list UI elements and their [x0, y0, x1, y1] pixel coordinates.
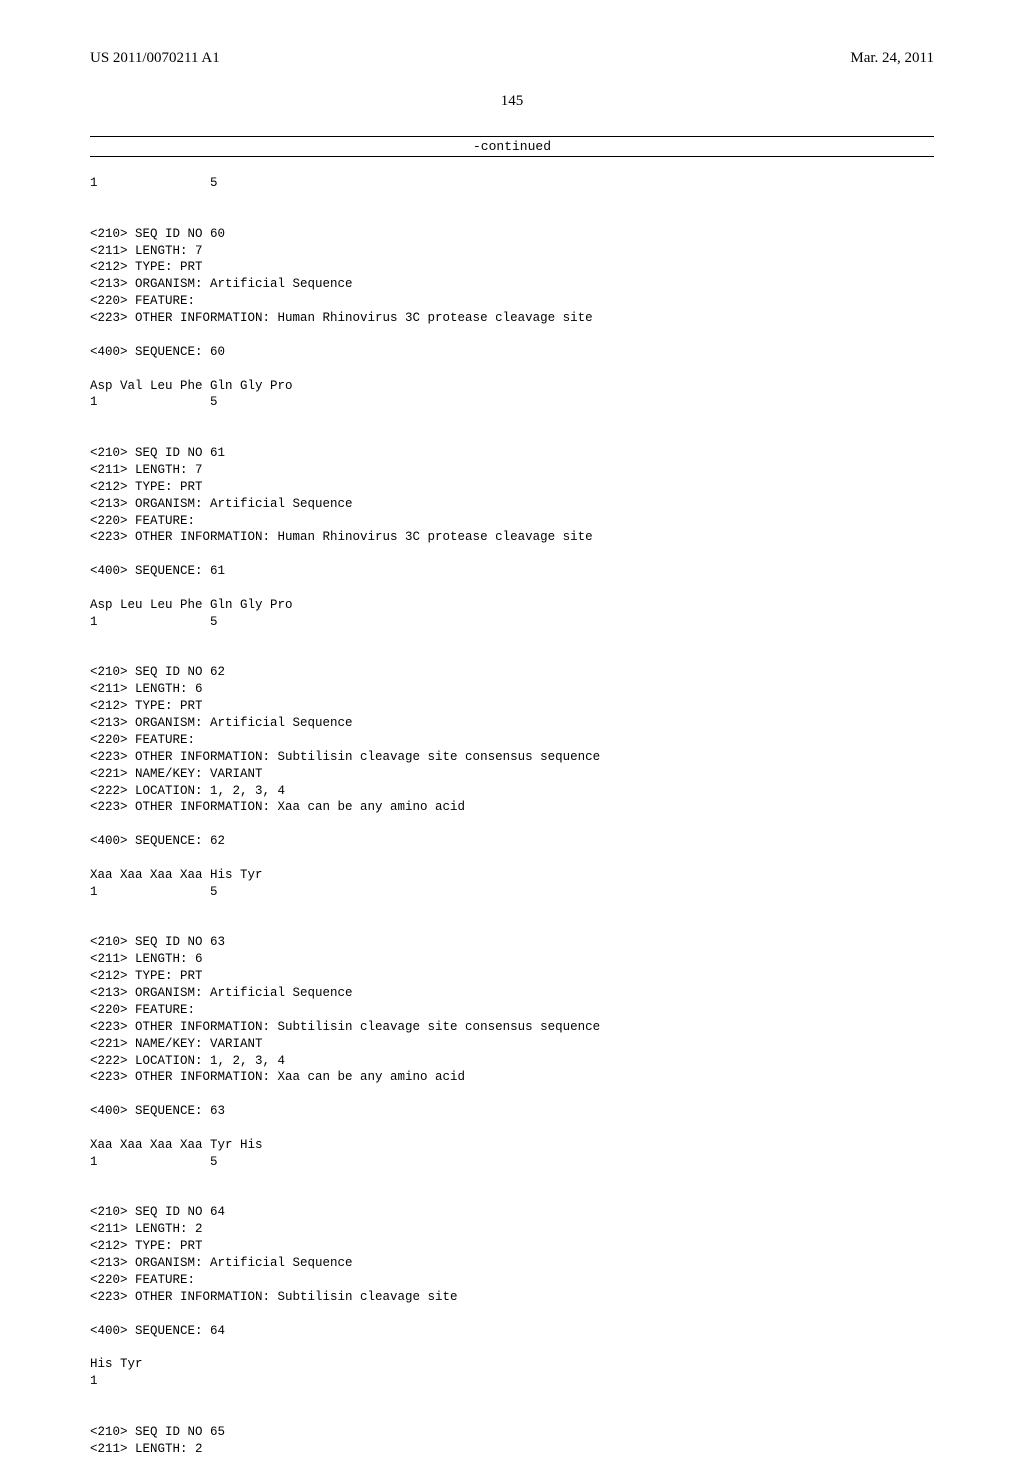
patent-page: US 2011/0070211 A1 Mar. 24, 2011 145 -co…	[0, 0, 1024, 1320]
page-header: US 2011/0070211 A1 Mar. 24, 2011	[90, 50, 934, 67]
continued-divider: -continued	[90, 136, 934, 157]
page-number: 145	[90, 93, 934, 110]
sequence-listing: 1 5 <210> SEQ ID NO 60 <211> LENGTH: 7 <…	[90, 175, 934, 1458]
publication-date: Mar. 24, 2011	[850, 50, 934, 67]
publication-number: US 2011/0070211 A1	[90, 50, 220, 67]
